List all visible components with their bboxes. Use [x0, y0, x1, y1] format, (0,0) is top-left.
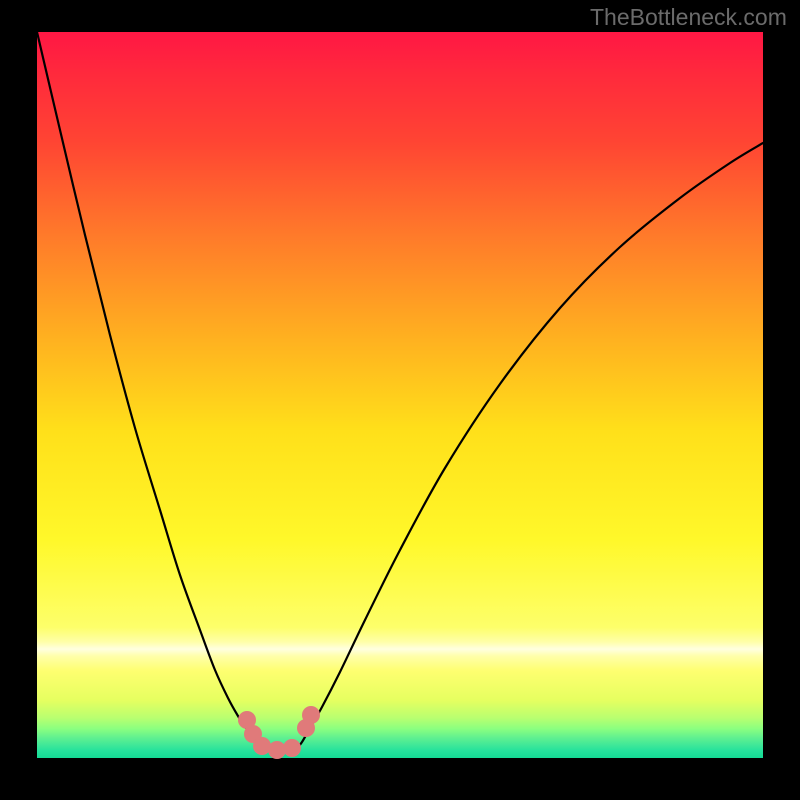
- bottleneck-curve: [37, 32, 763, 750]
- data-marker: [283, 739, 301, 757]
- curves-layer: [0, 0, 800, 800]
- watermark-text: TheBottleneck.com: [590, 4, 787, 31]
- chart-canvas: TheBottleneck.com: [0, 0, 800, 800]
- data-marker: [302, 706, 320, 724]
